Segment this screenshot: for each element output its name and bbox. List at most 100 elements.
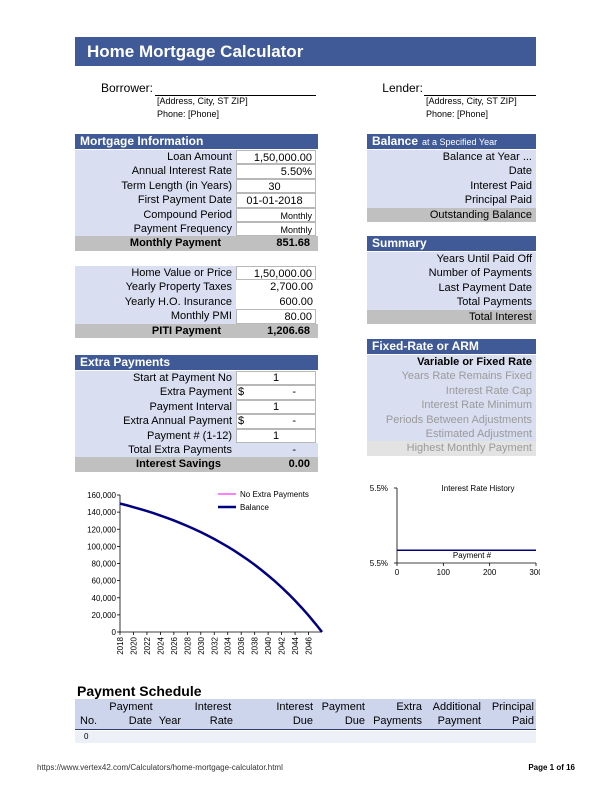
row-value: 1 [272, 429, 280, 442]
schedule-header: Payment [437, 715, 481, 727]
section-head: Balance at a Specified Year [367, 134, 536, 149]
total-value: 0.00 [236, 457, 310, 472]
footer-page: Page 1 of 16 [528, 763, 575, 772]
y-tick-label: 5.5% [370, 559, 388, 568]
y-tick-label: 120,000 [87, 525, 116, 534]
section-head: Mortgage Information [75, 134, 318, 149]
row-label: Interest Rate Cap [367, 383, 536, 399]
lender-address: [Address, City, ST ZIP] [426, 96, 517, 106]
row-cell [236, 371, 316, 386]
schedule-header: Interest [194, 701, 232, 713]
x-tick-label: 2020 [129, 636, 138, 654]
row-label: Variable or Fixed Rate [367, 355, 536, 370]
row-value: - [292, 386, 296, 399]
x-tick-label: 2038 [251, 636, 260, 654]
row-label: Extra Annual Payment [75, 414, 236, 429]
row-value: Monthly [236, 207, 316, 222]
x-tick-label: 2032 [210, 636, 219, 654]
total-label: PITI Payment [75, 323, 223, 338]
schedule-header: Extra [396, 701, 422, 713]
schedule-cell: 0 [84, 732, 89, 741]
row-label: Periods Between Adjustments [367, 412, 536, 427]
row-label: Start at Payment No [75, 371, 236, 386]
row-label: Yearly H.O. Insurance [75, 294, 236, 310]
row-value: 5.50% [236, 164, 316, 179]
row-value: 1 [272, 372, 280, 384]
legend-label: No Extra Payments [240, 490, 309, 499]
schedule-header: No. [80, 715, 98, 727]
total-label: Monthly Payment [75, 236, 223, 251]
row-label: Home Value or Price [75, 266, 236, 281]
borrower-label: Borrower: [100, 81, 153, 95]
total-label: Outstanding Balance [367, 207, 536, 222]
x-axis-title: Payment # [453, 551, 492, 560]
row-currency: $ [238, 386, 245, 399]
row-value: 600.00 [236, 294, 316, 310]
x-tick-label: 2040 [264, 636, 273, 654]
row-label: Yearly Property Taxes [75, 280, 236, 295]
x-tick-label: 100 [437, 568, 451, 577]
y-tick-label: 5.5% [370, 484, 388, 493]
schedule-header: Payment [321, 701, 365, 713]
schedule-title: Payment Schedule [77, 683, 202, 699]
row-label: Payment # (1-12) [75, 428, 236, 443]
schedule-header: Interest [276, 701, 313, 713]
schedule-header: Payment [109, 701, 153, 713]
data-line [119, 502, 323, 633]
row-value: 01-01-2018 [236, 193, 316, 208]
y-tick-label: 100,000 [87, 542, 116, 551]
row-cell [236, 399, 316, 415]
schedule-header: Year [158, 715, 181, 727]
x-tick-label: 2036 [237, 636, 246, 654]
schedule-header-bg [75, 699, 536, 730]
x-tick-label: 2022 [143, 636, 152, 654]
row-label: Payment Frequency [75, 222, 236, 237]
total-value: 1,206.68 [236, 323, 310, 338]
y-tick-label: 40,000 [92, 594, 117, 603]
row-value: 80.00 [236, 309, 316, 324]
row-currency: $ [238, 415, 245, 428]
row-label: Number of Payments [367, 266, 536, 281]
row-fill [236, 443, 318, 458]
rate-chart: Interest Rate History 5.5% 5.5% 0 100 200 300 P… [370, 484, 540, 577]
borrower-address: [Address, City, ST ZIP] [157, 96, 248, 106]
row-value: 2,700.00 [236, 280, 316, 295]
row-value: 30 [236, 178, 316, 194]
section-head: Fixed-Rate or ARM [367, 339, 536, 354]
x-tick-label: 2042 [278, 636, 287, 654]
row-cell [236, 385, 316, 400]
schedule-header: Principal [491, 701, 534, 713]
row-label: Interest Paid [367, 178, 536, 194]
schedule-header: Additional [432, 701, 481, 713]
x-tick-label: 300 [529, 568, 540, 577]
x-tick-label: 2018 [116, 636, 125, 654]
head-title: Balance [372, 134, 419, 148]
row-value: Monthly [236, 222, 316, 237]
row-label: First Payment Date [75, 193, 236, 208]
schedule-header: Paid [511, 715, 534, 727]
last-label: Highest Monthly Payment [367, 441, 536, 456]
legend-label: Balance [240, 503, 269, 512]
row-label: Loan Amount [75, 150, 236, 165]
x-tick-label: 2026 [170, 636, 179, 654]
row-value: 1,50,000.00 [236, 150, 316, 165]
row-label: Principal Paid [367, 193, 536, 208]
total-label: Interest Savings [75, 457, 223, 472]
x-tick-label: 0 [395, 568, 400, 577]
x-tick-label: 2028 [183, 636, 192, 654]
total-value: 851.68 [236, 236, 310, 251]
borrower-line [155, 95, 316, 96]
y-tick-label: 20,000 [92, 611, 117, 620]
x-tick-label: 2030 [197, 636, 206, 654]
row-label: Total Extra Payments [75, 443, 236, 458]
data-line [119, 503, 323, 633]
row-label: Estimated Adjustment [367, 427, 536, 442]
borrower-phone: Phone: [Phone] [157, 109, 220, 119]
head-subtitle: at a Specified Year [422, 137, 498, 147]
chart-title: Interest Rate History [442, 484, 515, 493]
y-tick-label: 140,000 [87, 508, 116, 517]
x-tick-label: 2044 [291, 636, 300, 654]
row-label: Payment Interval [75, 399, 236, 415]
row-cell [236, 428, 316, 443]
